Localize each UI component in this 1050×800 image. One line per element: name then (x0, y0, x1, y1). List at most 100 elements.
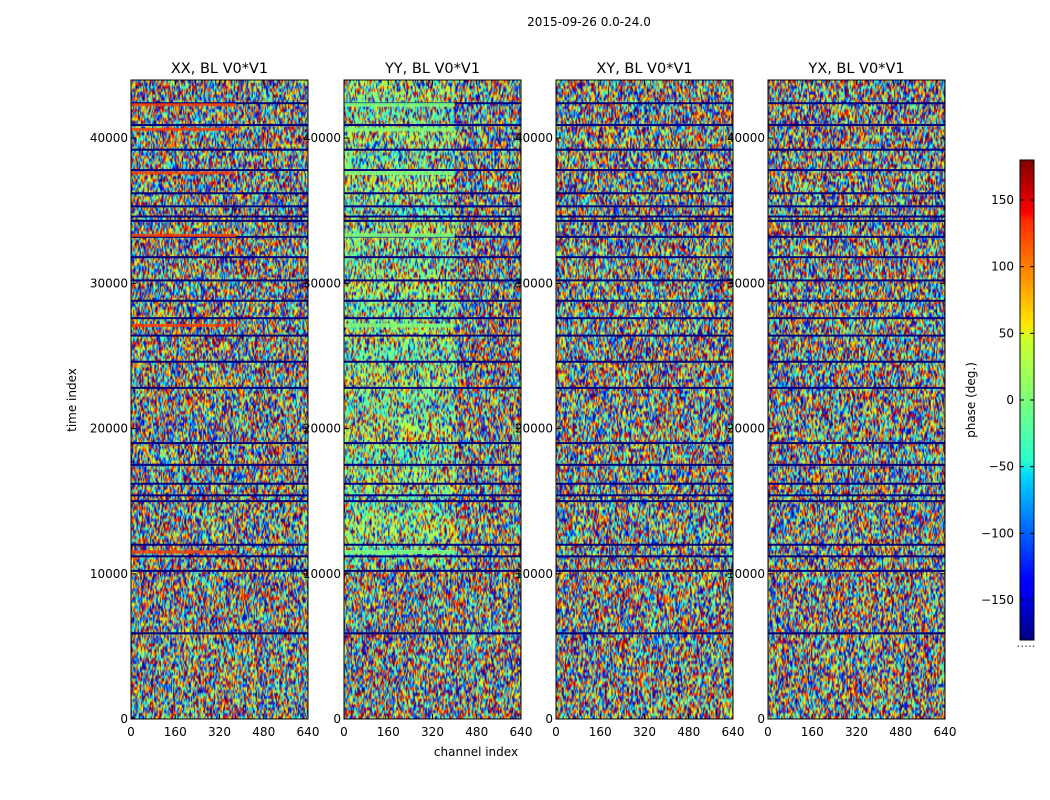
flagged-band (131, 463, 308, 466)
flagged-band (344, 192, 521, 195)
flagged-band (131, 543, 308, 546)
flagged-band (768, 442, 945, 445)
heatmap-image (344, 80, 521, 719)
flagged-band (344, 482, 521, 485)
heatmap-image (768, 80, 945, 719)
smooth-band (344, 323, 455, 328)
flagged-band (556, 102, 733, 105)
colorbar-tick-label: 50 (999, 326, 1014, 340)
x-tick-label: 640 (510, 725, 533, 739)
colorbar-label: phase (deg.) (964, 362, 978, 438)
flagged-band (556, 386, 733, 389)
flagged-band (131, 334, 308, 337)
flagged-band (344, 555, 521, 558)
panel-yy: YY, BL V0*V1 0 160 320 480 640 0 10000 20000 3000… (303, 61, 533, 739)
flagged-band (556, 215, 733, 218)
flagged-band (556, 148, 733, 151)
figure-title: 2015-09-26 0.0-24.0 (527, 15, 651, 29)
flagged-band (556, 279, 733, 282)
y-tick-label: 0 (120, 712, 128, 726)
flagged-band (131, 500, 308, 503)
warm-band (131, 233, 237, 237)
flagged-band (344, 148, 521, 151)
x-tick-label: 480 (252, 725, 275, 739)
flagged-band (768, 569, 945, 572)
flagged-band (768, 169, 945, 172)
flagged-band (344, 219, 521, 222)
flagged-band (556, 124, 733, 127)
x-tick-label: 0 (552, 725, 560, 739)
flagged-band (768, 482, 945, 485)
flagged-band (768, 124, 945, 127)
flagged-band (556, 205, 733, 208)
colorbar-tick-label: −50 (989, 460, 1014, 474)
flagged-band (344, 500, 521, 503)
y-tick-label: 20000 (727, 422, 765, 436)
flagged-band (344, 386, 521, 389)
y-tick-label: 0 (757, 712, 765, 726)
flagged-band (131, 494, 308, 497)
flagged-band (344, 442, 521, 445)
y-tick-label: 30000 (515, 276, 553, 290)
x-tick-label: 320 (845, 725, 868, 739)
x-tick-label: 320 (633, 725, 656, 739)
colorbar-tick-label: 0 (1006, 393, 1014, 407)
flagged-band (768, 279, 945, 282)
x-tick-label: 480 (677, 725, 700, 739)
flagged-band (344, 334, 521, 337)
flagged-band (131, 299, 308, 302)
y-tick-label: 10000 (90, 567, 128, 581)
y-tick-label: 30000 (90, 276, 128, 290)
flagged-band (556, 169, 733, 172)
warm-band (131, 550, 237, 554)
flagged-band (344, 494, 521, 497)
flagged-band (768, 148, 945, 151)
flagged-band (768, 102, 945, 105)
y-tick-label: 20000 (303, 422, 341, 436)
flagged-band (131, 215, 308, 218)
x-tick-label: 480 (465, 725, 488, 739)
x-tick-label: 0 (127, 725, 135, 739)
flagged-band (768, 219, 945, 222)
x-tick-label: 0 (340, 725, 348, 739)
flagged-band (344, 124, 521, 127)
smooth-band (344, 102, 455, 107)
flagged-band (556, 494, 733, 497)
x-tick-label: 160 (377, 725, 400, 739)
flagged-band (131, 442, 308, 445)
flagged-band (556, 256, 733, 259)
warm-band (131, 171, 237, 175)
y-tick-label: 40000 (90, 131, 128, 145)
flagged-band (768, 256, 945, 259)
flagged-band (768, 215, 945, 218)
flagged-band (344, 632, 521, 635)
colorbar-tick-label: 100 (991, 260, 1014, 274)
flagged-band (768, 299, 945, 302)
flagged-band (768, 632, 945, 635)
flagged-band (131, 386, 308, 389)
colorbar-tick-label: −100 (981, 526, 1014, 540)
x-tick-label: 640 (934, 725, 957, 739)
flagged-band (768, 360, 945, 363)
x-axis-label: channel index (434, 745, 518, 759)
flagged-band (131, 219, 308, 222)
flagged-band (556, 317, 733, 320)
x-tick-label: 640 (722, 725, 745, 739)
flagged-band (344, 463, 521, 466)
flagged-band (556, 500, 733, 503)
y-tick-label: 10000 (303, 567, 341, 581)
flagged-band (131, 279, 308, 282)
flagged-band (344, 360, 521, 363)
flagged-band (131, 555, 308, 558)
y-tick-label: 20000 (90, 422, 128, 436)
warm-band (131, 103, 237, 107)
y-axis-label: time index (65, 368, 79, 432)
flagged-band (131, 124, 308, 127)
y-tick-label: 40000 (727, 131, 765, 145)
x-tick-label: 0 (764, 725, 772, 739)
flagged-band (768, 555, 945, 558)
flagged-band (556, 299, 733, 302)
y-tick-label: 40000 (303, 131, 341, 145)
x-tick-label: 160 (164, 725, 187, 739)
heatmap-image (131, 80, 308, 719)
